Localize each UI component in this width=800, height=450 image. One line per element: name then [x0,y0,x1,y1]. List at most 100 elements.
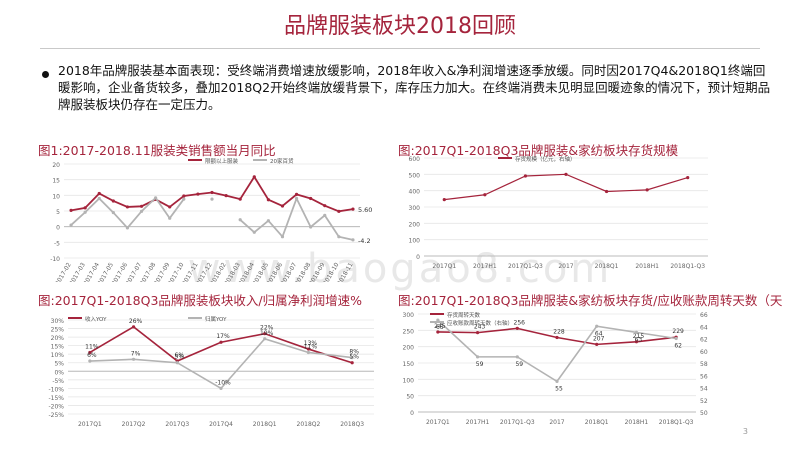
x-tick-label: 2017Q1-Q3 [508,263,543,270]
data-point-1 [634,340,639,344]
data-point-1 [645,188,649,192]
data-label: 6% [175,352,185,359]
data-label: 59 [515,361,523,368]
data-point-1 [131,325,136,329]
x-tick-label: 2017Q1 [78,421,102,428]
chart3-svg: -25%-20%-15%-10%-5%0%5%10%15%20%25%30%20… [48,315,374,428]
data-point-2 [323,213,327,217]
x-tick-label: 2017Q2 [122,421,146,428]
legend-label-1: 存货规模（亿元，右轴） [515,155,576,163]
data-label: 207 [593,335,605,342]
y-tick-label: 100 [403,377,415,384]
series-line-2 [70,196,185,230]
data-point-2 [337,235,341,239]
x-tick-label: 2018H1 [625,419,649,426]
chart1-title: 图1:2017-2018.11服装类销售额当月同比 [38,143,276,158]
page-number: 3 [742,427,748,436]
y2-tick-label: 62 [700,337,708,344]
data-point-1 [196,192,200,196]
page-title: 品牌服装板块2018回顾 [284,14,516,39]
y-tick-label: 15% [51,344,65,351]
data-label: 5% [175,354,185,361]
data-point-1 [238,197,242,201]
y-tick-label: 5 [56,209,60,216]
data-point-2 [309,225,313,229]
data-point-2 [182,197,186,201]
data-point-2 [436,318,440,322]
data-point-1 [686,176,690,180]
data-point-2 [210,197,214,201]
data-point-1 [266,198,270,202]
x-tick-label: 2018Q1 [585,419,609,426]
chart2-container: 0 100 200 300 400 500 600 2017Q1 2017H1 2017Q1-Q3… [398,150,718,274]
data-point-1 [252,175,256,179]
end-label: -4.2 [358,237,371,245]
chart1-svg: -10-5051015202017-022017-032017-042017-0… [50,157,372,287]
y-tick-label: 10% [51,352,65,359]
data-point-2 [252,230,256,234]
data-point-2 [595,324,599,328]
y-tick-label: 200 [409,221,421,228]
chart4-title: 图:2017Q1-2018Q3品牌服装&家纺板块存货/应收账款周转天数（天 [398,293,783,308]
data-label: 22% [260,325,274,332]
y2-tick-label: 60 [700,349,708,356]
x-tick-label: 2018Q1-Q3 [670,263,705,270]
data-label: 245 [434,323,446,330]
data-label: 55 [555,385,563,392]
data-label: 6% [87,352,97,359]
data-label: 59 [476,361,484,368]
data-point-1 [515,326,519,330]
y2-tick-label: 50 [700,410,708,417]
end-label: 5.60 [358,206,372,214]
data-point-1 [564,172,568,176]
data-point-1 [97,191,101,196]
y-tick-label: 30% [51,318,65,325]
data-point-2 [515,355,519,359]
data-point-1 [168,205,172,209]
y2-tick-label: 58 [700,361,708,368]
data-label: 5% [349,354,359,361]
y-tick-label: -10% [48,386,64,393]
legend-label-2: 20家百货 [270,157,294,165]
y-tick-label: -10 [50,256,60,263]
data-label: 17% [216,333,230,340]
x-tick-label: 2017Q1 [426,419,450,426]
data-point-1 [83,206,87,210]
y-tick-label: 15 [52,178,60,185]
data-point-2 [83,210,87,214]
data-label: 7% [131,350,141,357]
data-point-1 [309,196,313,201]
chart2-title: 图:2017Q1-2018Q3品牌服装&家纺板块存货规模 [398,143,679,158]
data-point-2 [125,226,130,230]
data-label: 13% [304,340,318,347]
x-tick-label: 2017 [558,263,573,270]
data-point-2 [350,356,354,360]
data-point-1 [224,194,228,198]
data-point-1 [350,361,354,365]
x-tick-label: 2017H1 [473,263,497,270]
series-line-2 [239,196,354,241]
chart3-title: 图:2017Q1-2018Q3品牌服装板块收入/归属净利润增速% [38,293,363,308]
data-point-1 [323,204,327,208]
x-tick-label: 2018H1 [635,263,659,270]
y-tick-label: -15% [48,395,64,402]
data-point-2 [294,196,299,201]
data-label: 229 [672,328,684,335]
data-point-1 [210,190,214,195]
data-point-2 [154,196,158,200]
data-point-1 [111,199,115,203]
y-tick-label: -5% [52,378,64,385]
data-point-2 [139,209,144,213]
summary-paragraph: 2018年品牌服装基本面表现：受终端消费增速放缓影响，2018年收入&净利润增速… [58,63,771,112]
legend-label-1: 收入YOY [85,315,107,323]
data-point-2 [111,210,115,215]
data-point-1 [604,189,609,194]
data-point-2 [69,223,73,227]
x-tick-label: 2017Q1 [432,263,456,270]
y-tick-label: 10 [52,193,60,200]
x-tick-label: 2017 [549,419,564,426]
y-tick-label: 20 [52,162,60,169]
data-point-1 [306,347,311,351]
chart1-container: -10 -5 0 5 10 15 20 2017-02 2017-03 2017-04 2017-0… [38,152,378,287]
data-point-2 [280,235,285,239]
